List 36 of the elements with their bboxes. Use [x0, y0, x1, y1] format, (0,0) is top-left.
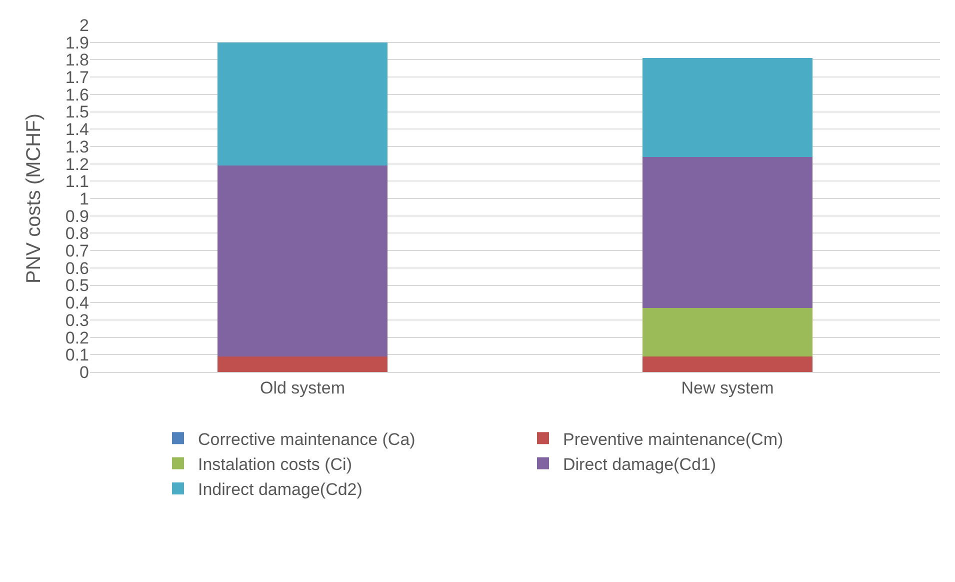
y-tick-label: 0.1	[65, 346, 89, 365]
bar	[642, 156, 812, 308]
y-tick-label: 0.7	[65, 242, 89, 260]
legend-label: Preventive maintenance(Cm)	[563, 430, 784, 449]
legend-label: Instalation costs (Ci)	[198, 454, 352, 474]
y-tick-label: 1.2	[65, 154, 89, 174]
bar	[642, 356, 812, 372]
y-tick-label: 2	[80, 16, 89, 35]
y-tick-label: 1.7	[65, 68, 89, 87]
y-tick-label: 1.4	[65, 120, 89, 140]
bar	[218, 356, 388, 372]
y-tick-label: 1.3	[65, 137, 89, 156]
y-tick-label: 1.6	[65, 85, 89, 104]
legend-label: Corrective maintenance (Ca)	[198, 430, 416, 449]
y-tick-label: 0.3	[65, 310, 89, 330]
bar	[218, 166, 388, 356]
legend-label: Indirect damage(Cd2)	[198, 480, 362, 499]
y-tick-label: 0.5	[65, 276, 89, 296]
x-tick-label: New system	[681, 378, 774, 398]
y-tick-label: 0.8	[65, 224, 89, 244]
bar	[218, 42, 388, 166]
y-tick-label: 0.4	[65, 294, 89, 313]
y-tick-label: 1.5	[65, 102, 89, 122]
y-tick-label: 0.6	[65, 258, 89, 278]
legend-label: Direct damage(Cd1)	[563, 454, 716, 474]
y-tick-label: 0.9	[65, 206, 89, 226]
y-tick-label: 0	[80, 362, 89, 382]
y-tick-label: 1.1	[65, 172, 89, 192]
bar	[642, 58, 812, 157]
y-tick-label: 1.8	[65, 50, 89, 70]
x-tick-label: Old system	[260, 378, 346, 398]
y-axis-title: PNV costs (MCHF)	[23, 114, 45, 284]
bar	[642, 308, 812, 356]
y-tick-label: 1.9	[65, 33, 89, 52]
y-tick-label: 1	[80, 189, 89, 208]
y-tick-label: 0.2	[65, 328, 89, 348]
